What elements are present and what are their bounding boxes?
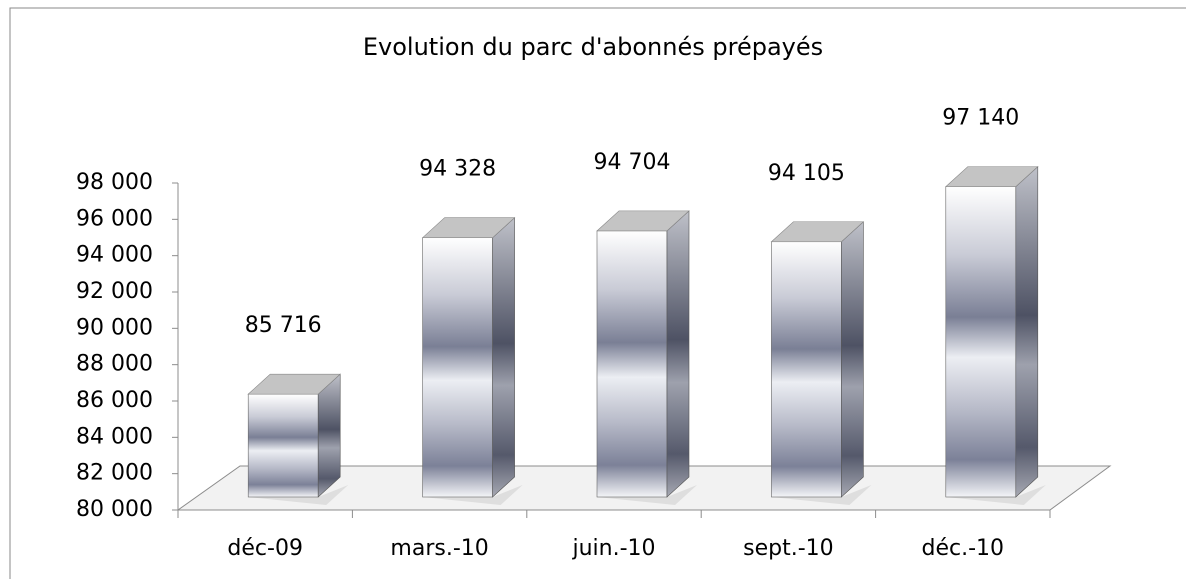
bar (945, 186, 1017, 498)
y-tick-label: 96 000 (76, 206, 153, 231)
y-tick-label: 98 000 (76, 170, 153, 195)
x-tick-label: juin.-10 (571, 536, 655, 561)
y-tick-label: 88 000 (76, 352, 153, 377)
x-tick-label: déc-09 (227, 536, 303, 561)
y-tick-label: 90 000 (76, 315, 153, 340)
bar-top (421, 217, 516, 239)
value-label: 94 105 (768, 161, 845, 186)
x-tick-label: sept.-10 (743, 536, 834, 561)
bar-top (596, 210, 690, 232)
bar-side (666, 210, 690, 498)
bar-top (945, 166, 1039, 187)
bar-top (247, 373, 341, 395)
y-tick-label: 82 000 (76, 461, 153, 486)
bar-side (841, 221, 864, 498)
value-label: 94 328 (419, 157, 496, 182)
bar-shadow (422, 485, 523, 505)
bar-shadow (597, 485, 697, 505)
bar-top (770, 221, 865, 243)
value-label: 97 140 (942, 106, 1019, 131)
y-tick-label: 92 000 (76, 279, 153, 304)
bar (771, 241, 842, 498)
bar-side (317, 373, 341, 498)
y-tick-label: 80 000 (76, 497, 153, 522)
bar-side (492, 217, 515, 498)
bar (422, 237, 493, 498)
bar-side (1015, 165, 1039, 498)
value-label: 94 704 (594, 150, 671, 175)
y-tick-label: 94 000 (76, 243, 153, 268)
bar-shadow (945, 485, 1046, 505)
bar-shadow (248, 485, 349, 505)
value-label: 85 716 (245, 313, 322, 338)
y-tick-label: 84 000 (76, 424, 153, 449)
y-tick-label: 86 000 (76, 388, 153, 413)
bar (596, 230, 668, 498)
x-tick-label: mars.-10 (390, 536, 488, 561)
chart-title: Evolution du parc d'abonnés prépayés (363, 33, 823, 61)
bar-shadow (771, 485, 872, 505)
bar (247, 393, 319, 498)
x-tick-label: déc.-10 (922, 536, 1005, 561)
